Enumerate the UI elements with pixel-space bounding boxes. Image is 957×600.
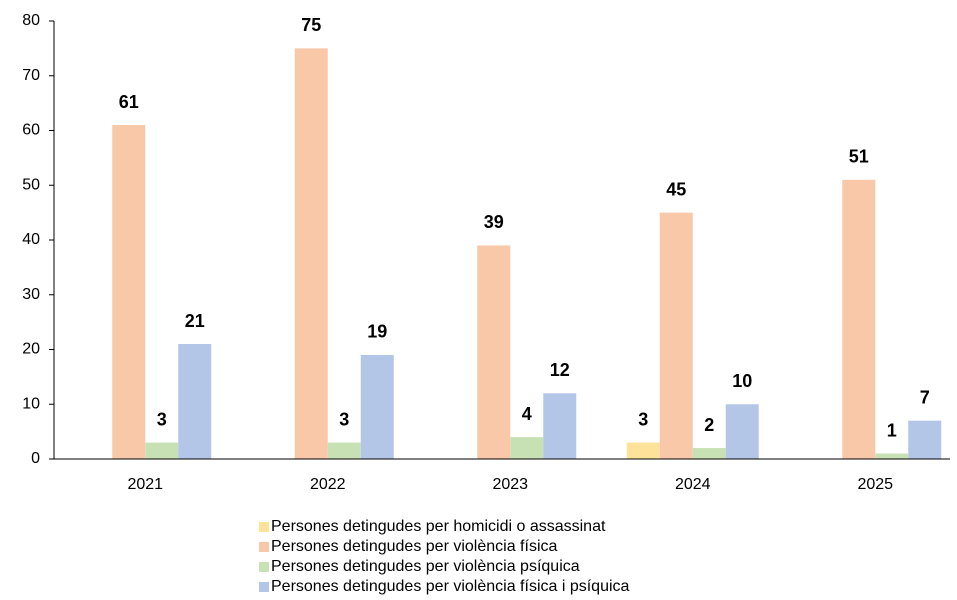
bar	[477, 245, 511, 459]
value-label: 12	[550, 360, 570, 380]
value-label: 51	[849, 147, 869, 167]
y-tick-label: 40	[22, 231, 40, 248]
legend-label: Persones detingudes per violència física…	[271, 578, 630, 595]
legend-swatch	[259, 582, 269, 592]
bar	[626, 442, 660, 459]
y-tick-label: 60	[22, 122, 40, 139]
bar	[908, 420, 942, 459]
legend-label: Persones detingudes per homicidi o assas…	[271, 518, 606, 535]
bar	[659, 212, 693, 459]
x-tick-label: 2025	[857, 476, 893, 493]
bar	[112, 125, 146, 460]
value-label: 21	[185, 311, 205, 331]
legend-label: Persones detingudes per violència física	[271, 538, 557, 555]
value-label: 39	[484, 212, 504, 232]
value-label: 19	[367, 322, 387, 342]
value-label: 7	[920, 387, 930, 407]
legend-label: Persones detingudes per violència psíqui…	[271, 558, 580, 575]
x-tick-label: 2021	[127, 476, 163, 493]
value-label: 3	[157, 409, 167, 429]
bar	[294, 48, 328, 459]
value-label: 4	[522, 404, 532, 424]
bar	[692, 448, 726, 459]
bar	[145, 442, 179, 459]
value-label: 3	[638, 409, 648, 429]
bar	[543, 393, 577, 459]
y-tick-label: 20	[22, 341, 40, 358]
value-label: 61	[119, 92, 139, 112]
value-label: 75	[301, 15, 321, 35]
value-label: 3	[339, 409, 349, 429]
bar	[510, 437, 544, 459]
legend-swatch	[259, 562, 269, 572]
bar	[875, 453, 909, 459]
value-label: 45	[666, 179, 686, 199]
x-tick-label: 2022	[310, 476, 346, 493]
y-tick-label: 80	[22, 12, 40, 29]
y-tick-label: 70	[22, 67, 40, 84]
value-label: 2	[704, 415, 714, 435]
legend-swatch	[259, 522, 269, 532]
y-tick-label: 10	[22, 395, 40, 412]
y-tick-label: 0	[31, 450, 40, 467]
value-label: 10	[732, 371, 752, 391]
bar	[327, 442, 361, 459]
bar	[725, 404, 759, 459]
value-label: 1	[887, 420, 897, 440]
legend-swatch	[259, 542, 269, 552]
y-tick-label: 30	[22, 286, 40, 303]
bar	[842, 179, 876, 459]
x-tick-label: 2023	[492, 476, 528, 493]
y-tick-label: 50	[22, 176, 40, 193]
bar	[360, 354, 394, 459]
bar	[178, 344, 212, 459]
x-tick-label: 2024	[675, 476, 711, 493]
